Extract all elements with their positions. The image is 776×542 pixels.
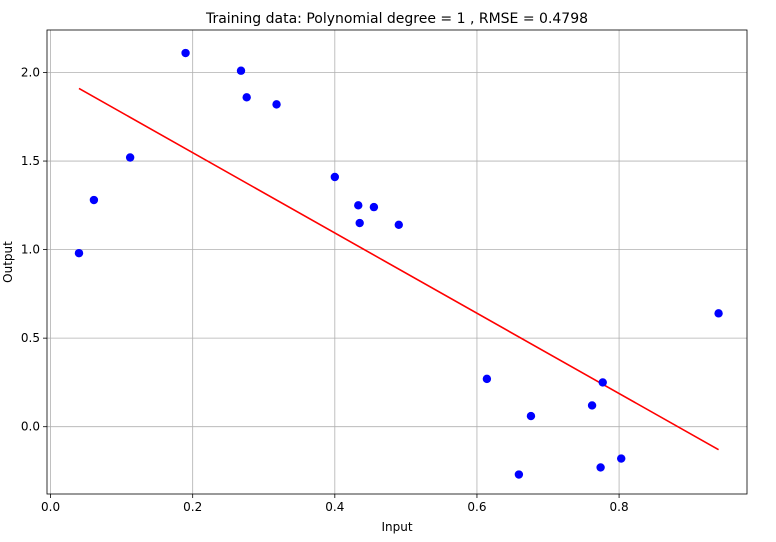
data-point <box>181 48 190 58</box>
data-point <box>514 470 524 479</box>
x-axis-label: Input <box>381 520 412 534</box>
data-point <box>330 172 340 182</box>
x-tick-label: 0.0 <box>41 500 60 514</box>
grid-lines <box>47 30 747 494</box>
x-tick-label: 0.8 <box>610 500 629 514</box>
data-point <box>394 220 403 230</box>
y-tick-label: 1.5 <box>21 154 40 168</box>
x-tick-label: 0.4 <box>325 500 344 514</box>
data-point <box>598 378 607 387</box>
data-point <box>482 374 492 384</box>
data-point <box>369 202 379 212</box>
data-point <box>714 309 723 318</box>
data-point <box>89 195 99 205</box>
x-tick-label: 0.2 <box>183 500 202 514</box>
data-point <box>354 201 363 210</box>
data-point <box>242 93 251 102</box>
data-point <box>74 248 84 258</box>
data-point <box>236 66 246 75</box>
y-axis-ticks: 0.0 0.5 1.0 1.5 2.0 <box>21 66 47 434</box>
data-point <box>526 411 536 421</box>
y-tick-label: 0.5 <box>21 331 40 345</box>
plot-area-frame <box>46 29 748 495</box>
y-tick-label: 0.0 <box>21 420 40 434</box>
y-axis-label: Output <box>1 241 15 283</box>
regression-line <box>78 87 719 451</box>
y-tick-label: 2.0 <box>21 66 40 80</box>
x-tick-label: 0.6 <box>467 500 486 514</box>
y-tick-label: 1.0 <box>21 243 40 257</box>
data-point <box>125 153 135 162</box>
data-point <box>587 401 597 410</box>
data-point <box>355 218 364 228</box>
data-point <box>272 100 281 109</box>
data-point <box>617 454 626 463</box>
x-axis-ticks: 0.0 0.2 0.4 0.6 0.8 <box>41 494 629 514</box>
chart-title: Training data: Polynomial degree = 1 , R… <box>205 11 588 27</box>
data-series <box>74 48 723 479</box>
data-point <box>596 463 605 472</box>
